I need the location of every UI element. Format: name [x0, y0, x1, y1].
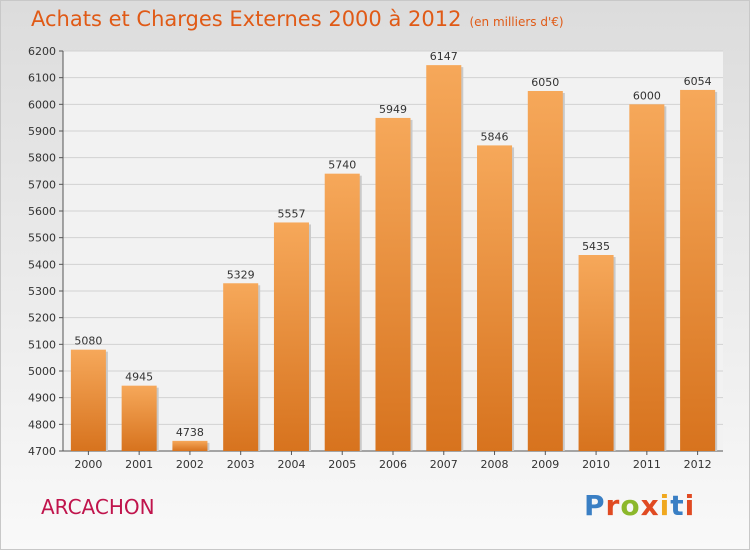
bar-value-label: 5435 — [582, 240, 610, 253]
brand-letter: t — [670, 489, 685, 522]
bar — [629, 104, 665, 451]
y-tick-label: 5100 — [28, 338, 56, 351]
y-tick-label: 6200 — [28, 45, 56, 58]
bar-value-label: 5949 — [379, 103, 407, 116]
y-tick-label: 5400 — [28, 258, 56, 271]
bar-value-label: 6000 — [633, 89, 661, 102]
bar — [324, 173, 360, 451]
brand-letter: r — [605, 489, 621, 522]
brand-logo: Proxiti — [584, 489, 695, 522]
x-tick-label: 2001 — [125, 458, 153, 471]
y-tick-label: 5300 — [28, 285, 56, 298]
y-tick-label: 5800 — [28, 152, 56, 165]
x-tick-label: 2010 — [582, 458, 610, 471]
x-tick-label: 2003 — [227, 458, 255, 471]
bar — [375, 117, 411, 451]
y-tick-label: 4700 — [28, 445, 56, 458]
bar — [70, 349, 106, 451]
bar — [477, 145, 513, 451]
brand-letter: i — [659, 489, 671, 522]
y-tick-label: 5600 — [28, 205, 56, 218]
bar-value-label: 5557 — [277, 207, 305, 220]
bar-value-label: 6050 — [531, 76, 559, 89]
x-tick-label: 2000 — [74, 458, 102, 471]
y-tick-label: 5000 — [28, 365, 56, 378]
y-tick-label: 5500 — [28, 232, 56, 245]
x-tick-label: 2004 — [277, 458, 305, 471]
bar — [121, 385, 157, 451]
bar-value-label: 5080 — [74, 335, 102, 348]
x-tick-label: 2005 — [328, 458, 356, 471]
bar-value-label: 5329 — [227, 268, 255, 281]
bar-value-label: 5846 — [481, 130, 509, 143]
y-tick-label: 5700 — [28, 178, 56, 191]
bar-value-label: 5740 — [328, 159, 356, 172]
bar — [426, 65, 462, 451]
city-name: ARCACHON — [41, 495, 155, 519]
x-tick-label: 2008 — [481, 458, 509, 471]
bar-value-label: 6147 — [430, 50, 458, 63]
x-tick-label: 2007 — [430, 458, 458, 471]
brand-letter: o — [620, 489, 641, 522]
x-tick-label: 2012 — [684, 458, 712, 471]
chart-title: Achats et Charges Externes 2000 à 2012 (e… — [31, 7, 564, 31]
bar — [578, 255, 614, 451]
x-tick-label: 2006 — [379, 458, 407, 471]
brand-letter: P — [584, 489, 606, 522]
x-tick-label: 2011 — [633, 458, 661, 471]
bar — [172, 440, 208, 451]
bar-value-label: 4738 — [176, 426, 204, 439]
y-tick-label: 4900 — [28, 392, 56, 405]
bar — [273, 222, 309, 451]
y-tick-label: 6100 — [28, 72, 56, 85]
brand-letter: x — [640, 489, 660, 522]
x-tick-label: 2009 — [531, 458, 559, 471]
chart-title-text: Achats et Charges Externes 2000 à 2012 — [31, 7, 462, 31]
bar-value-label: 4945 — [125, 371, 153, 384]
x-tick-label: 2002 — [176, 458, 204, 471]
y-tick-label: 5200 — [28, 312, 56, 325]
brand-letter: i — [684, 489, 696, 522]
chart-subtitle: (en milliers d'€) — [469, 15, 564, 29]
bar — [680, 89, 716, 451]
bar-value-label: 6054 — [684, 75, 712, 88]
y-tick-label: 5900 — [28, 125, 56, 138]
y-tick-label: 4800 — [28, 418, 56, 431]
bar — [527, 91, 563, 451]
bar — [223, 283, 259, 451]
y-tick-label: 6000 — [28, 98, 56, 111]
